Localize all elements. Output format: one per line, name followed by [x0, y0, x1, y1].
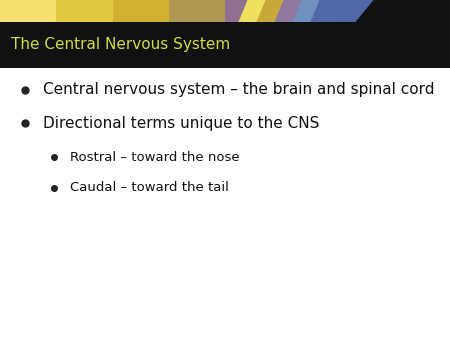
Text: Directional terms unique to the CNS: Directional terms unique to the CNS: [43, 116, 319, 131]
Polygon shape: [310, 0, 374, 22]
Bar: [0, 0, 56, 22]
Bar: [292, 0, 450, 22]
Bar: [281, 0, 338, 22]
Polygon shape: [238, 0, 302, 22]
Polygon shape: [274, 0, 338, 22]
Bar: [112, 0, 169, 22]
Text: The Central Nervous System: The Central Nervous System: [11, 37, 230, 52]
Text: Caudal – toward the tail: Caudal – toward the tail: [70, 181, 229, 194]
Polygon shape: [256, 0, 320, 22]
Bar: [338, 0, 394, 22]
Text: Rostral – toward the nose: Rostral – toward the nose: [70, 151, 239, 164]
Bar: [394, 0, 450, 22]
Polygon shape: [292, 0, 356, 22]
Bar: [0, 22, 450, 68]
Text: Central nervous system – the brain and spinal cord: Central nervous system – the brain and s…: [43, 82, 434, 97]
Bar: [169, 0, 225, 22]
Bar: [56, 0, 112, 22]
Bar: [225, 0, 281, 22]
